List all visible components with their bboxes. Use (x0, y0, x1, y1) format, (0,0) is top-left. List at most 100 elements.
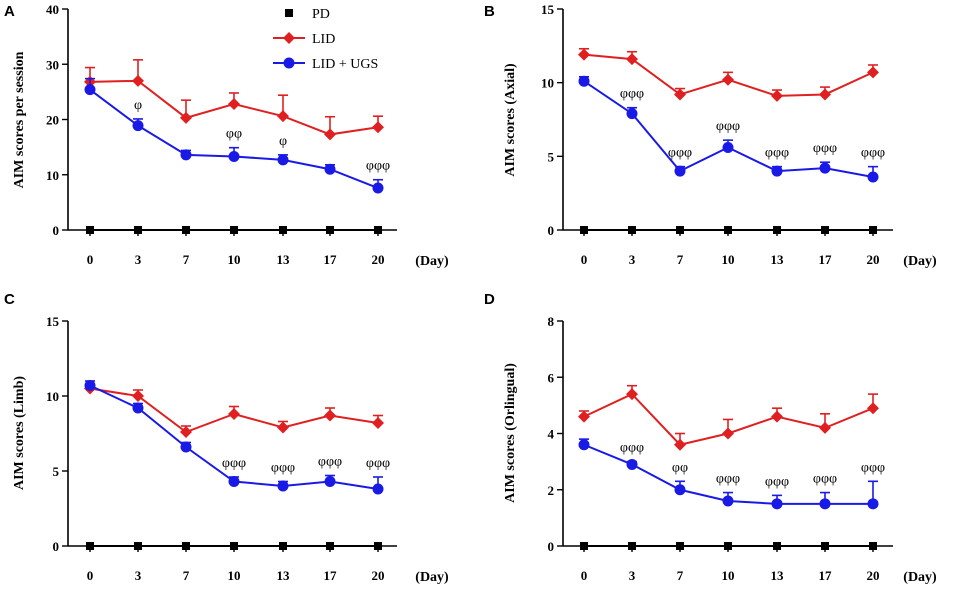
data-point (674, 438, 686, 451)
y-axis-title: AIM scores (Orlingual) (503, 363, 518, 503)
data-point (628, 542, 636, 550)
data-point (578, 48, 590, 61)
data-point (134, 226, 142, 234)
panel-D: D 0 2 4 6 8 0 3 7 10 13 17 20 (Day) AIM scores (Orling… (484, 291, 937, 585)
panel-B: B 0 5 10 15 0 3 7 10 13 17 20 (Day) AIM scores (Axial… (484, 2, 937, 269)
x-tick-label: 13 (277, 568, 291, 583)
data-point (722, 495, 734, 507)
data-point (869, 226, 877, 234)
significance-label: φφφ (861, 460, 885, 475)
legend-label: LID + UGS (312, 57, 378, 72)
series-pd (86, 226, 382, 234)
data-point (372, 182, 384, 194)
data-point (819, 498, 831, 510)
data-point (676, 226, 684, 234)
data-point (626, 458, 638, 470)
x-tick-label: 10 (722, 252, 735, 267)
data-point (674, 484, 686, 496)
data-point (132, 390, 144, 402)
y-tick-label: 5 (53, 464, 60, 479)
y-tick-label: 0 (53, 223, 60, 238)
data-point (180, 426, 192, 438)
legend-label: LID (312, 32, 335, 47)
significance-label: φφφ (765, 146, 789, 161)
data-point (867, 402, 879, 415)
legend-entry: PD (285, 7, 330, 22)
x-axis-label: (Day) (415, 570, 449, 585)
data-point (674, 88, 686, 101)
data-point (279, 542, 287, 550)
data-point (279, 226, 287, 234)
y-tick-label: 10 (46, 389, 59, 404)
data-point (277, 110, 289, 123)
x-tick-label: 3 (629, 252, 636, 267)
data-point (230, 226, 238, 234)
data-point (180, 111, 192, 124)
data-point (228, 151, 240, 163)
data-point (674, 165, 686, 177)
data-point (578, 410, 590, 423)
data-point (324, 409, 336, 422)
x-tick-label: 17 (324, 252, 338, 267)
data-point (819, 421, 831, 434)
legend: PD LID LID + UGS (273, 7, 378, 72)
series-lid-ugs (578, 75, 879, 183)
x-tick-label: 0 (87, 568, 94, 583)
data-point (867, 66, 879, 79)
significance-label: φ (279, 134, 287, 149)
data-point (132, 74, 144, 87)
y-axis-title: AIM scores (Axial) (503, 63, 518, 177)
legend-entry: LID + UGS (273, 57, 378, 72)
x-tick-label: 20 (867, 252, 880, 267)
data-point (277, 421, 289, 434)
x-tick-label: 7 (677, 252, 684, 267)
data-point (821, 226, 829, 234)
significance-label: φφφ (620, 441, 644, 456)
data-point (578, 439, 590, 451)
x-tick-label: 0 (87, 252, 94, 267)
data-point (277, 154, 289, 166)
data-point (771, 89, 783, 102)
x-tick-label: 3 (629, 568, 636, 583)
data-point (86, 226, 94, 234)
data-point (819, 88, 831, 101)
data-point (182, 542, 190, 550)
x-axis-label: (Day) (903, 254, 937, 269)
x-tick-label: 17 (324, 568, 338, 583)
y-tick-label: 15 (541, 2, 555, 17)
data-point (324, 163, 336, 175)
data-point (869, 542, 877, 550)
y-tick-label: 20 (46, 113, 59, 128)
y-tick-label: 15 (46, 314, 60, 329)
x-tick-label: 20 (867, 568, 880, 583)
data-point (580, 542, 588, 550)
data-point (580, 226, 588, 234)
significance-label: φφφ (366, 456, 390, 471)
data-point (326, 226, 334, 234)
data-point (372, 483, 384, 495)
data-point (626, 108, 638, 120)
significance-label: φφφ (861, 146, 885, 161)
data-point (578, 75, 590, 87)
data-point (326, 542, 334, 550)
y-tick-label: 10 (541, 76, 554, 91)
x-tick-label: 13 (277, 252, 291, 267)
x-tick-label: 10 (228, 568, 241, 583)
data-point (867, 498, 879, 510)
y-tick-label: 0 (548, 223, 555, 238)
data-point (819, 162, 831, 174)
data-point (722, 73, 734, 86)
data-point (182, 226, 190, 234)
series-lid (84, 382, 384, 438)
x-tick-label: 17 (819, 568, 833, 583)
legend-entry: LID (273, 32, 335, 47)
series-lid (578, 47, 879, 102)
data-point (867, 171, 879, 183)
significance-label: φ (134, 98, 142, 113)
data-point (132, 402, 144, 414)
legend-label: PD (312, 7, 330, 22)
significance-label: φφ (672, 460, 688, 475)
data-point (372, 121, 384, 134)
data-point (676, 542, 684, 550)
x-tick-label: 7 (677, 568, 684, 583)
